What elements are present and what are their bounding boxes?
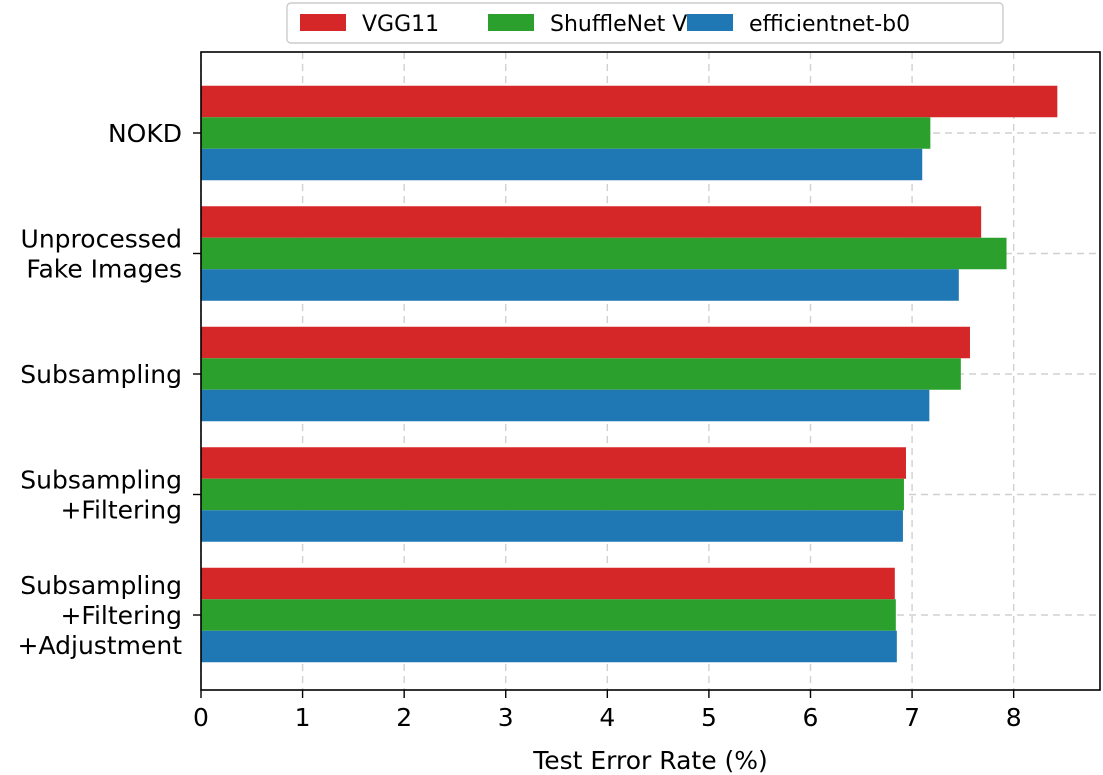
x-tick-label: 6 [803, 703, 819, 732]
bar-shufflenet-v2 [201, 599, 896, 631]
x-tick-label: 8 [1006, 703, 1022, 732]
y-category-label: Fake Images [26, 255, 182, 284]
legend-box [286, 2, 1004, 44]
bar-vgg11 [201, 567, 895, 600]
y-category-label: +Adjustment [18, 631, 183, 660]
bar-vgg11 [201, 206, 982, 238]
x-tick-label: 5 [701, 703, 717, 732]
x-tick-label: 2 [396, 703, 412, 732]
bar-shufflenet-v2 [201, 117, 931, 149]
legend-swatch-vgg11 [300, 14, 346, 31]
legend-label: VGG11 [362, 12, 439, 37]
legend-label: ShuffleNet V2 [550, 12, 701, 37]
y-category-label: NOKD [108, 119, 182, 148]
y-category-label: Unprocessed [21, 225, 182, 254]
x-tick-label: 7 [904, 703, 920, 732]
bar-shufflenet-v2 [201, 237, 1007, 270]
bar-shufflenet-v2 [201, 478, 904, 511]
x-tick-label: 3 [498, 703, 514, 732]
bar-efficientnet-b0 [201, 630, 897, 663]
legend: VGG11 ShuffleNet V2 efficientnet-b0 [286, 2, 1004, 44]
bars [201, 85, 1058, 663]
y-category-label: +Filtering [60, 601, 182, 630]
bar-vgg11 [201, 326, 970, 359]
x-tick-label: 1 [295, 703, 311, 732]
y-category-label: Subsampling [20, 360, 182, 389]
bar-shufflenet-v2 [201, 358, 961, 390]
x-tick-label: 4 [599, 703, 615, 732]
bar-efficientnet-b0 [201, 389, 930, 422]
y-category-label: +Filtering [60, 496, 182, 525]
x-axis-ticks: 0 1 2 3 4 5 6 7 8 [193, 690, 1022, 732]
bar-efficientnet-b0 [201, 510, 903, 542]
y-category-label: Subsampling [20, 571, 182, 600]
bar-efficientnet-b0 [201, 148, 923, 181]
legend-swatch-efficientnet-b0 [687, 14, 733, 31]
plot-frame [200, 51, 1101, 691]
bar-efficientnet-b0 [201, 269, 959, 301]
x-tick-label: 0 [193, 703, 209, 732]
bar-vgg11 [201, 447, 906, 479]
legend-swatch-shufflenet-v2 [488, 14, 534, 31]
x-axis-title: Test Error Rate (%) [532, 746, 768, 775]
bar-vgg11 [201, 85, 1058, 118]
y-category-label: Subsampling [20, 466, 182, 495]
legend-label: efficientnet-b0 [749, 12, 910, 37]
